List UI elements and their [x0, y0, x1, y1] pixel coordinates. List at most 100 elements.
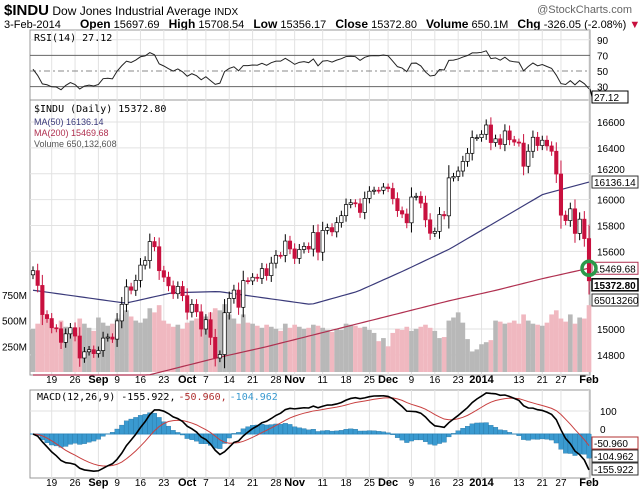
candle-body	[493, 138, 498, 143]
x-tick-label: 23	[158, 478, 170, 489]
x-tick-label: Oct	[178, 477, 197, 489]
candle-body	[133, 280, 138, 291]
volume-bar	[282, 323, 288, 372]
candle-body	[255, 276, 260, 279]
volume-bar	[40, 314, 45, 372]
volume-bar	[511, 320, 517, 372]
candle-body	[502, 130, 507, 145]
macd-histogram-bar	[479, 422, 485, 435]
candle-body	[334, 222, 339, 233]
macd-histogram-bar	[581, 433, 587, 455]
candle-body	[77, 335, 82, 359]
macd-last-hist: -104.962	[594, 452, 634, 463]
close-value: 15372.80	[371, 19, 417, 31]
x-tick-label: 9	[114, 375, 120, 386]
chart-title: $INDU Dow Jones Industrial Average INDX	[4, 2, 238, 19]
x-tick-label: 27	[555, 478, 567, 489]
macd-last-macd: -155.922	[594, 465, 634, 476]
x-tick-label: 18	[340, 478, 352, 489]
x-tick-label: 21	[537, 375, 549, 386]
x-tick-label: 28	[270, 375, 282, 386]
candle-body	[325, 227, 330, 231]
macd-histogram-bar	[175, 432, 181, 435]
candle-body	[264, 268, 269, 276]
x-tick-label: 16	[135, 375, 147, 386]
candle-body	[315, 232, 321, 253]
volume-bar	[259, 327, 265, 372]
x-tick-label: 9	[409, 375, 415, 386]
volume-bar	[465, 339, 470, 372]
macd-histogram-bar	[586, 433, 592, 459]
x-tick-label: Nov	[284, 477, 306, 489]
open-label: Open	[79, 17, 111, 31]
volume-bar	[325, 329, 330, 372]
volume-bar	[469, 351, 475, 372]
candle-body	[367, 190, 372, 199]
candle-body	[180, 286, 185, 297]
candle-body	[259, 268, 264, 279]
macd-histogram-bar	[502, 430, 508, 435]
volume-bar	[404, 326, 410, 372]
candle-body	[329, 227, 335, 233]
quote-date: 3-Feb-2014	[4, 19, 61, 31]
candle-body	[460, 161, 465, 172]
x-tick-label: 25	[364, 375, 376, 386]
volume-label: Volume	[426, 17, 469, 31]
volume-bar	[292, 324, 297, 372]
candle-body	[222, 312, 227, 355]
candle-body	[73, 327, 78, 337]
candle-body	[250, 276, 255, 282]
x-tick-label: 25	[364, 478, 376, 489]
candle-body	[488, 124, 493, 143]
candle-body	[414, 195, 419, 198]
volume-bar	[268, 326, 274, 372]
candle-body	[339, 215, 344, 224]
candle-body	[535, 136, 540, 146]
macd-histogram-bar	[119, 424, 125, 435]
macd-histogram-bar	[128, 418, 134, 435]
macd-histogram-bar	[296, 427, 302, 435]
exchange: INDX	[214, 7, 239, 18]
candle-body	[577, 218, 582, 234]
macd-histogram-bar	[455, 430, 461, 435]
candle-body	[521, 142, 526, 167]
macd-histogram-bar	[170, 430, 176, 435]
volume-bar	[175, 324, 181, 372]
macd-histogram-bar	[437, 433, 442, 444]
candle-body	[115, 320, 120, 340]
volume-bar	[521, 314, 526, 372]
x-tick-label: 7	[203, 375, 209, 386]
volume-bar	[54, 327, 59, 372]
volume-bar	[320, 327, 326, 372]
macd-histogram-bar	[507, 432, 513, 435]
price-tick-label: 16600	[597, 118, 625, 129]
volume-bar	[339, 329, 344, 372]
macd-histogram-bar	[63, 433, 69, 447]
volume-bar	[483, 342, 489, 372]
candle-body	[456, 170, 461, 177]
candle-body	[474, 137, 479, 140]
macd-signal-line	[32, 397, 590, 467]
candle-body	[372, 189, 377, 192]
volume-bar	[30, 328, 36, 372]
volume-bar	[581, 318, 587, 372]
candle-body	[348, 202, 353, 205]
candle-body	[320, 230, 325, 253]
volume-bar	[329, 331, 335, 372]
macd-histogram-bar	[385, 432, 391, 435]
ma50-legend: MA(50) 16136.14	[34, 117, 104, 127]
macd-histogram-bar	[184, 433, 190, 439]
macd-histogram-bar	[231, 433, 237, 435]
candle-body	[213, 336, 218, 359]
candle-body	[236, 289, 241, 308]
macd-histogram-bar	[488, 425, 494, 435]
x-tick-label: 21	[247, 375, 259, 386]
candle-body	[110, 336, 115, 340]
volume-bar	[446, 320, 452, 372]
volume-bar	[152, 312, 157, 372]
candle-body	[353, 202, 358, 205]
volume-bar	[273, 328, 279, 372]
volume-bar	[156, 305, 162, 372]
macd-histogram-bar	[100, 433, 106, 437]
candle-body	[484, 124, 489, 135]
